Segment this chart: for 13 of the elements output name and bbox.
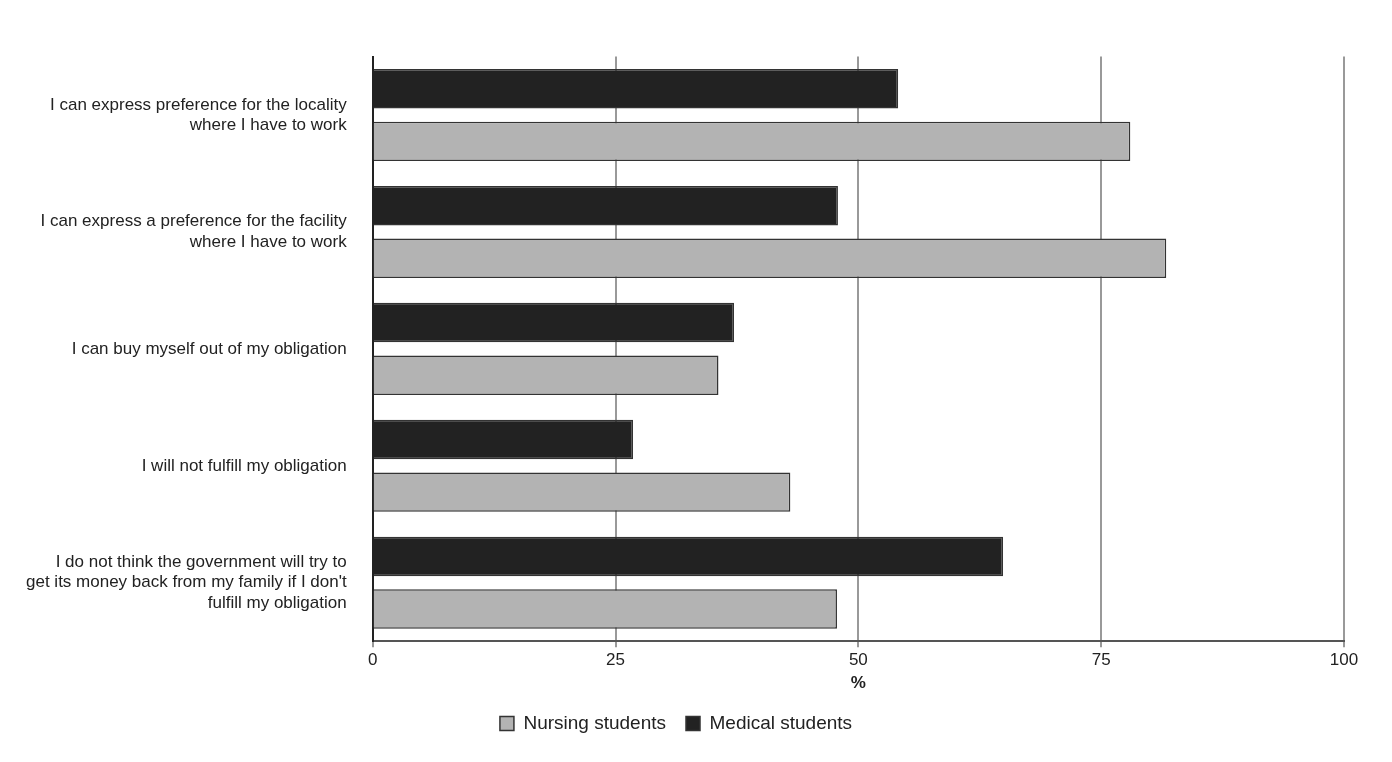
y-tick-label: I can express a preference for the facility where I have to work: [40, 211, 348, 251]
x-tick-label: 0: [367, 650, 378, 670]
y-tick-label: I can buy myself out of my obligation: [71, 338, 347, 358]
x-axis-title: %: [850, 673, 866, 693]
x-tick-label: 75: [1091, 650, 1111, 670]
x-tick-label: 25: [606, 650, 625, 670]
legend-label: Nursing students: [523, 711, 666, 733]
x-tick-label: 50: [848, 650, 868, 670]
x-tick-label: 100: [1329, 650, 1359, 670]
legend-label: Medical students: [709, 711, 853, 733]
y-tick-label: I do not think the government will try to get its money back from my family if I don't fulfill my obligation: [26, 552, 347, 612]
y-tick-label: I will not fulfill my obligation: [141, 455, 347, 475]
y-tick-label: I can express preference for the locality where I have to work: [49, 94, 348, 134]
